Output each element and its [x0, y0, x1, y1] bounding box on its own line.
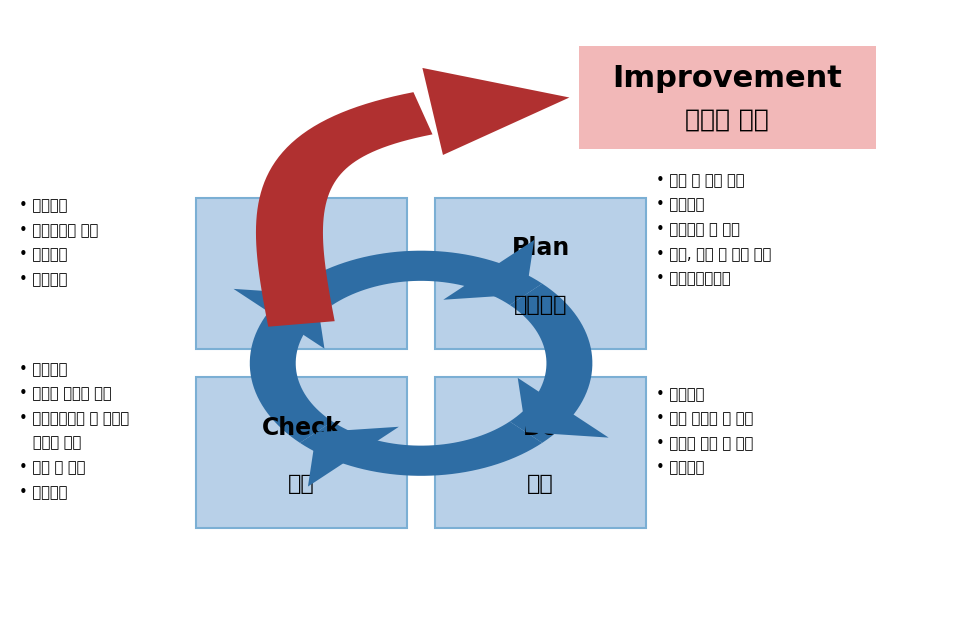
Polygon shape: [300, 421, 543, 476]
FancyBboxPatch shape: [435, 377, 646, 528]
Polygon shape: [234, 289, 324, 348]
FancyBboxPatch shape: [196, 377, 407, 528]
Polygon shape: [308, 426, 399, 487]
Text: 계획수립: 계획수립: [514, 295, 568, 315]
Text: Check: Check: [261, 416, 342, 440]
Polygon shape: [250, 284, 332, 443]
FancyBboxPatch shape: [579, 45, 876, 150]
FancyBboxPatch shape: [196, 198, 407, 349]
Text: Act: Act: [279, 237, 323, 260]
Polygon shape: [300, 251, 543, 305]
Text: 평가: 평가: [288, 474, 315, 494]
Polygon shape: [518, 378, 609, 438]
Polygon shape: [443, 240, 534, 300]
Polygon shape: [510, 284, 592, 443]
Text: • 의사소통
• 불만사항의 해결
• 시정조치
• 예방조치: • 의사소통 • 불만사항의 해결 • 시정조치 • 예방조치: [19, 198, 99, 287]
Polygon shape: [256, 92, 433, 326]
Text: 지속적 개선: 지속적 개선: [685, 108, 769, 131]
Text: Plan: Plan: [512, 237, 569, 260]
Text: Improvement: Improvement: [612, 64, 842, 93]
Text: Do: Do: [523, 416, 559, 440]
Text: • 문서관리
• 외부 서비스 및 물품
• 부적합 파악 및 관리
• 기록관리: • 문서관리 • 외부 서비스 및 물품 • 부적합 파악 및 관리 • 기록관…: [656, 387, 753, 476]
Text: • 의사소통
• 서비스 계약의 검토
• 수탁시험기관 및 자문의
   선정과 평가
• 평가 및 심사
• 경영검토: • 의사소통 • 서비스 계약의 검토 • 수탁시험기관 및 자문의 선정과 평…: [19, 362, 129, 499]
Polygon shape: [422, 68, 569, 155]
FancyBboxPatch shape: [435, 198, 646, 349]
Text: • 조직 및 운영 책임
• 품질방침
• 품질목표 및 기획
• 책임, 권한 및 상호 관계
• 품질경영시스템: • 조직 및 운영 책임 • 품질방침 • 품질목표 및 기획 • 책임, 권한…: [656, 173, 770, 286]
Text: 조치: 조치: [288, 295, 315, 315]
Text: 실행: 실행: [527, 474, 554, 494]
